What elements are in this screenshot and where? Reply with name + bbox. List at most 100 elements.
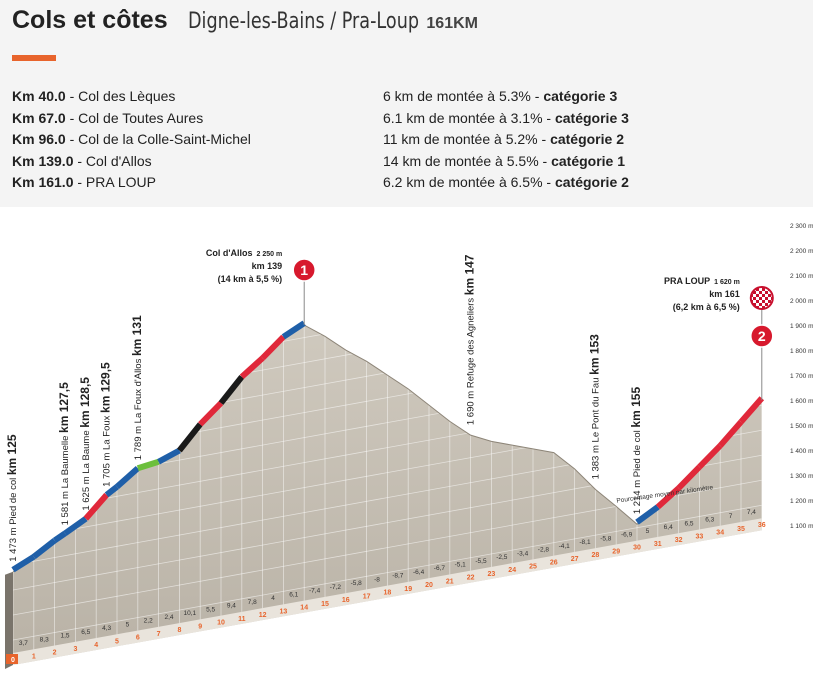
summit-name: Col d'Allos 2 250 m bbox=[206, 248, 282, 258]
km-label: 22 bbox=[467, 575, 475, 582]
waypoint-km: km 153 bbox=[587, 334, 601, 375]
accent-bar bbox=[12, 55, 56, 61]
waypoint-place: 1 625 m La Baume bbox=[81, 428, 92, 511]
ridge-segment bbox=[717, 419, 744, 448]
summit-km: km 161 bbox=[709, 289, 740, 299]
gradient-label: 5,5 bbox=[206, 606, 215, 613]
km-label: 36 bbox=[758, 522, 766, 529]
waypoint-place: 1 473 m Pied de col bbox=[8, 475, 19, 562]
waypoint-label: 1 581 m La Baumelle km 127,5 bbox=[57, 382, 71, 525]
climb-details: 6.1 km de montée à 3.1% - bbox=[383, 109, 555, 126]
waypoint-km: km 131 bbox=[130, 315, 144, 356]
waypoint-label: 1 214 m Pied de col km 155 bbox=[629, 387, 643, 515]
gradient-label: 9,4 bbox=[227, 603, 236, 610]
gradient-label: 2,4 bbox=[164, 614, 173, 621]
ridge-segment bbox=[177, 422, 203, 453]
y-tick-label: 1 700 m bbox=[790, 373, 813, 380]
climb-name: - PRA LOUP bbox=[73, 174, 156, 190]
waypoint-label: 1 789 m La Foux d'Allos km 131 bbox=[130, 315, 144, 460]
relief-wall bbox=[5, 571, 13, 669]
waypoint-km: km 147 bbox=[463, 254, 477, 295]
climb-name: - Col des Lèques bbox=[65, 88, 176, 104]
y-tick-label: 1 800 m bbox=[790, 348, 813, 355]
gradient-label: 5 bbox=[646, 528, 650, 535]
waypoint-label: 1 690 m Refuge des Agneliers km 147 bbox=[463, 254, 477, 425]
ridge-segment bbox=[157, 447, 181, 465]
gradient-label: 7,8 bbox=[248, 599, 257, 606]
gradient-label: 4 bbox=[271, 595, 275, 602]
gradient-label: 2,2 bbox=[144, 618, 153, 625]
gradient-label: -6,9 bbox=[621, 532, 633, 539]
gradient-label: -2,5 bbox=[496, 554, 508, 561]
gradient-label: 4,3 bbox=[102, 625, 111, 632]
summit-km: km 139 bbox=[252, 261, 283, 271]
km-label: 17 bbox=[363, 593, 371, 600]
climb-badge bbox=[292, 258, 316, 282]
climb-category: catégorie 2 bbox=[550, 131, 624, 147]
gradient-label: -5,8 bbox=[351, 580, 363, 587]
gradient-label: 7,4 bbox=[747, 509, 756, 516]
waypoint-km: km 129,5 bbox=[99, 362, 113, 413]
route: Digne-les-Bains / Pra-Loup bbox=[187, 9, 419, 34]
gradient-label: -7,2 bbox=[330, 584, 342, 591]
climb-left: Km 67.0 - Col de Toutes Aures bbox=[12, 110, 203, 126]
km-label: 21 bbox=[446, 578, 454, 585]
gradient-label: -6,7 bbox=[434, 565, 446, 572]
km-label: 30 bbox=[633, 545, 641, 552]
gradient-label: 3,7 bbox=[19, 640, 28, 647]
waypoint-place: 1 789 m La Foux d'Allos bbox=[133, 356, 144, 460]
km-strip bbox=[13, 518, 762, 665]
climb-right: 6 km de montée à 5.3% - catégorie 3 bbox=[383, 88, 617, 104]
km-label: 9 bbox=[198, 623, 202, 630]
title: Cols et côtes bbox=[12, 6, 168, 34]
gradient-label: -7,4 bbox=[309, 588, 321, 595]
ridge-segment bbox=[52, 530, 67, 543]
ridge-segment bbox=[676, 464, 702, 491]
climb-left: Km 139.0 - Col d'Allos bbox=[12, 153, 152, 169]
km-label: 8 bbox=[177, 627, 181, 634]
climb-right: 14 km de montée à 5.5% - catégorie 1 bbox=[383, 153, 625, 169]
climb-category: catégorie 2 bbox=[554, 174, 629, 190]
waypoint-label: 1 625 m La Baume km 128,5 bbox=[78, 377, 92, 511]
gradient-label: 7 bbox=[729, 513, 733, 520]
gradient-label: -8 bbox=[374, 576, 380, 583]
climb-name: - Col d'Allos bbox=[73, 152, 152, 169]
summit-climb: (14 km à 5,5 %) bbox=[218, 274, 283, 284]
y-tick-label: 1 900 m bbox=[790, 323, 813, 330]
climb-details: 6 km de montée à 5.3% - bbox=[383, 88, 544, 104]
climb-details: 6.2 km de montée à 6.5% - bbox=[383, 174, 555, 190]
km-label: 2 bbox=[53, 650, 57, 657]
ridge-segment bbox=[63, 516, 88, 536]
km-label: 10 bbox=[217, 620, 225, 627]
climb-right: 11 km de montée à 5.2% - catégorie 2 bbox=[383, 131, 624, 147]
climb-left: Km 40.0 - Col des Lèques bbox=[12, 88, 175, 104]
ridge-segment bbox=[31, 538, 57, 560]
gradient-label: 6,5 bbox=[684, 520, 693, 527]
km-label: 3 bbox=[73, 646, 77, 653]
km-label: 34 bbox=[716, 530, 724, 537]
climb-category: catégorie 1 bbox=[551, 152, 626, 169]
ridge-segment bbox=[655, 485, 681, 510]
gradient-label: -8,1 bbox=[579, 539, 591, 546]
climb-category: catégorie 3 bbox=[543, 88, 618, 104]
waypoint-label: 1 383 m Le Pont du Fau km 153 bbox=[587, 334, 601, 480]
waypoint-place: 1 581 m La Baumelle bbox=[60, 433, 71, 525]
climb-right: 6.2 km de montée à 6.5% - catégorie 2 bbox=[383, 174, 629, 190]
gradient-label: -3,4 bbox=[517, 550, 529, 557]
climb-name: - Col de la Colle-Saint-Michel bbox=[65, 131, 251, 147]
km-label: 28 bbox=[592, 552, 600, 559]
waypoint-place: 1 705 m La Foux bbox=[102, 413, 113, 487]
climb-details: 14 km de montée à 5.5% - bbox=[383, 152, 552, 169]
km-label: 15 bbox=[321, 601, 329, 608]
waypoint-place: 1 383 m Le Pont du Fau bbox=[590, 375, 601, 480]
km-label: 16 bbox=[342, 597, 350, 604]
ridge-segment bbox=[738, 396, 765, 424]
gradient-label: -4,1 bbox=[559, 543, 571, 550]
gradient-label: 6,3 bbox=[705, 517, 714, 524]
climb-km: Km 67.0 bbox=[12, 109, 66, 126]
gradient-label: 5 bbox=[126, 621, 130, 628]
y-tick-label: 1 400 m bbox=[790, 448, 813, 455]
waypoint-label: 1 473 m Pied de col km 125 bbox=[5, 434, 19, 562]
y-tick-label: 1 100 m bbox=[790, 523, 813, 530]
